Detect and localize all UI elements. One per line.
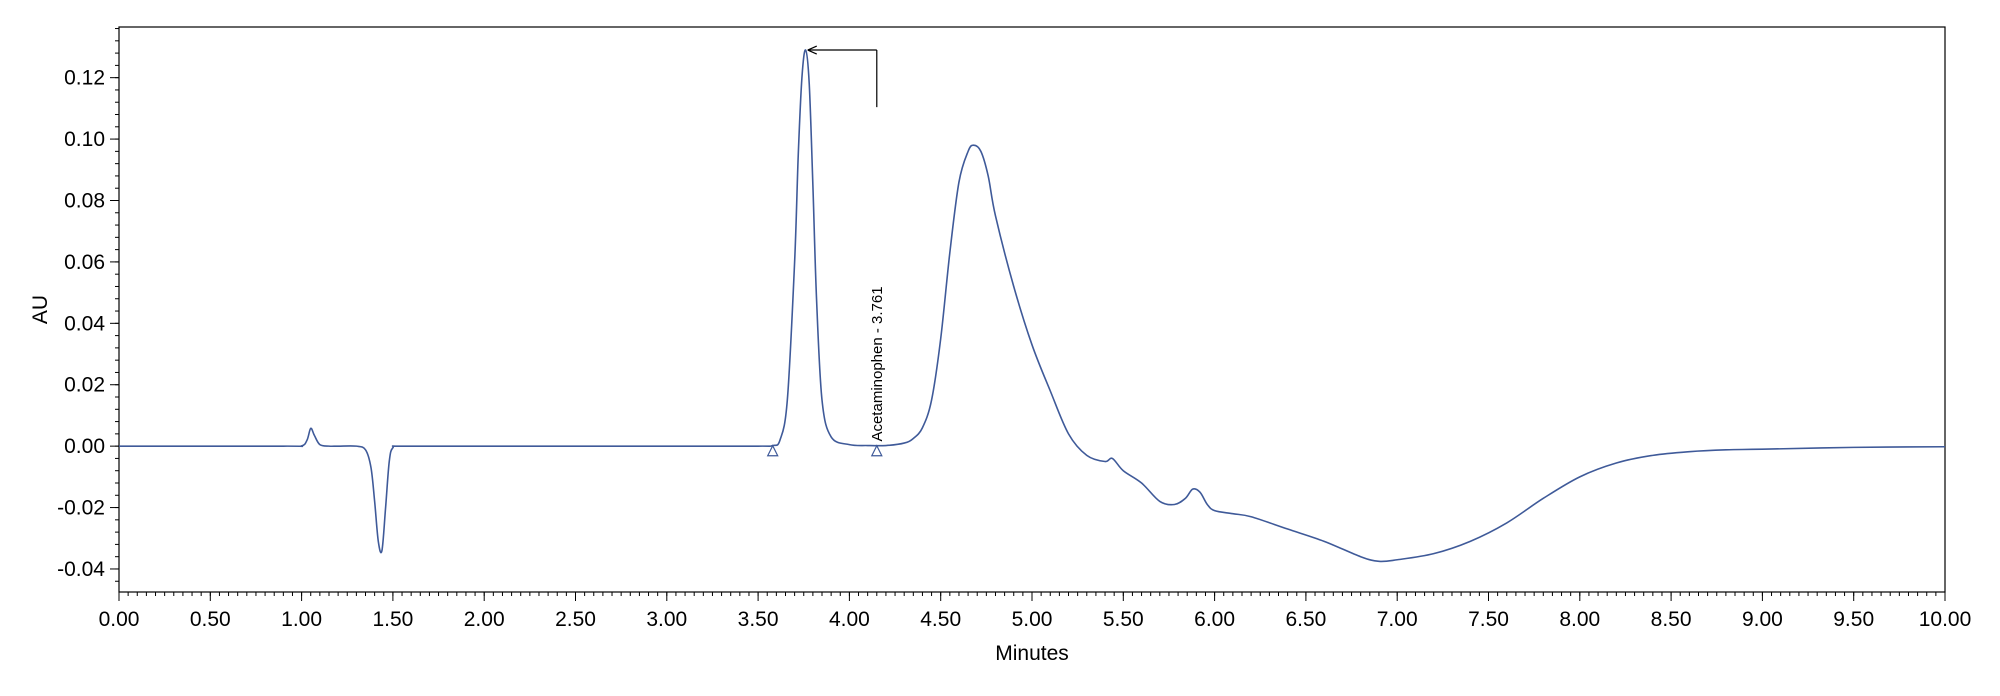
y-tick-label: -0.02 bbox=[57, 497, 105, 520]
baseline-marker bbox=[870, 444, 883, 457]
x-tick-label: 0.50 bbox=[190, 608, 231, 631]
x-tick-label: 1.50 bbox=[372, 608, 413, 631]
x-tick-label: 7.00 bbox=[1377, 608, 1418, 631]
x-tick-label: 5.50 bbox=[1103, 608, 1144, 631]
x-tick-label: 0.00 bbox=[99, 608, 140, 631]
y-tick-label: -0.04 bbox=[57, 558, 105, 581]
x-tick-label: 1.00 bbox=[281, 608, 322, 631]
x-tick-label: 10.00 bbox=[1919, 608, 1972, 631]
x-tick-label: 4.00 bbox=[829, 608, 870, 631]
plot-frame bbox=[118, 26, 1946, 593]
x-tick-label: 3.50 bbox=[738, 608, 779, 631]
y-tick-label: 0.08 bbox=[64, 189, 105, 212]
x-axis-label: Minutes bbox=[995, 642, 1069, 665]
x-tick-label: 6.00 bbox=[1194, 608, 1235, 631]
y-tick-label: 0.02 bbox=[64, 374, 105, 397]
y-tick-label: 0.06 bbox=[64, 251, 105, 274]
x-tick-label: 8.00 bbox=[1559, 608, 1600, 631]
x-tick-label: 7.50 bbox=[1468, 608, 1509, 631]
x-tick-label: 9.50 bbox=[1833, 608, 1874, 631]
x-tick-label: 5.00 bbox=[1012, 608, 1053, 631]
y-tick-label: 0.00 bbox=[64, 435, 105, 458]
chromatogram-trace bbox=[118, 49, 1946, 563]
x-tick-label: 4.50 bbox=[920, 608, 961, 631]
y-tick-label: 0.04 bbox=[64, 312, 105, 335]
x-tick-label: 2.50 bbox=[555, 608, 596, 631]
x-tick-label: 3.00 bbox=[646, 608, 687, 631]
y-axis-label: AU bbox=[29, 295, 52, 324]
annotation-arrowhead bbox=[807, 45, 818, 55]
x-tick-label: 2.00 bbox=[464, 608, 505, 631]
y-tick-label: 0.12 bbox=[64, 67, 105, 90]
x-tick-label: 6.50 bbox=[1285, 608, 1326, 631]
x-tick-label: 9.00 bbox=[1742, 608, 1783, 631]
baseline-marker bbox=[766, 444, 779, 457]
x-tick-label: 8.50 bbox=[1651, 608, 1692, 631]
peak-label: Acetaminophen - 3.761 bbox=[869, 286, 886, 441]
y-tick-label: 0.10 bbox=[64, 128, 105, 151]
